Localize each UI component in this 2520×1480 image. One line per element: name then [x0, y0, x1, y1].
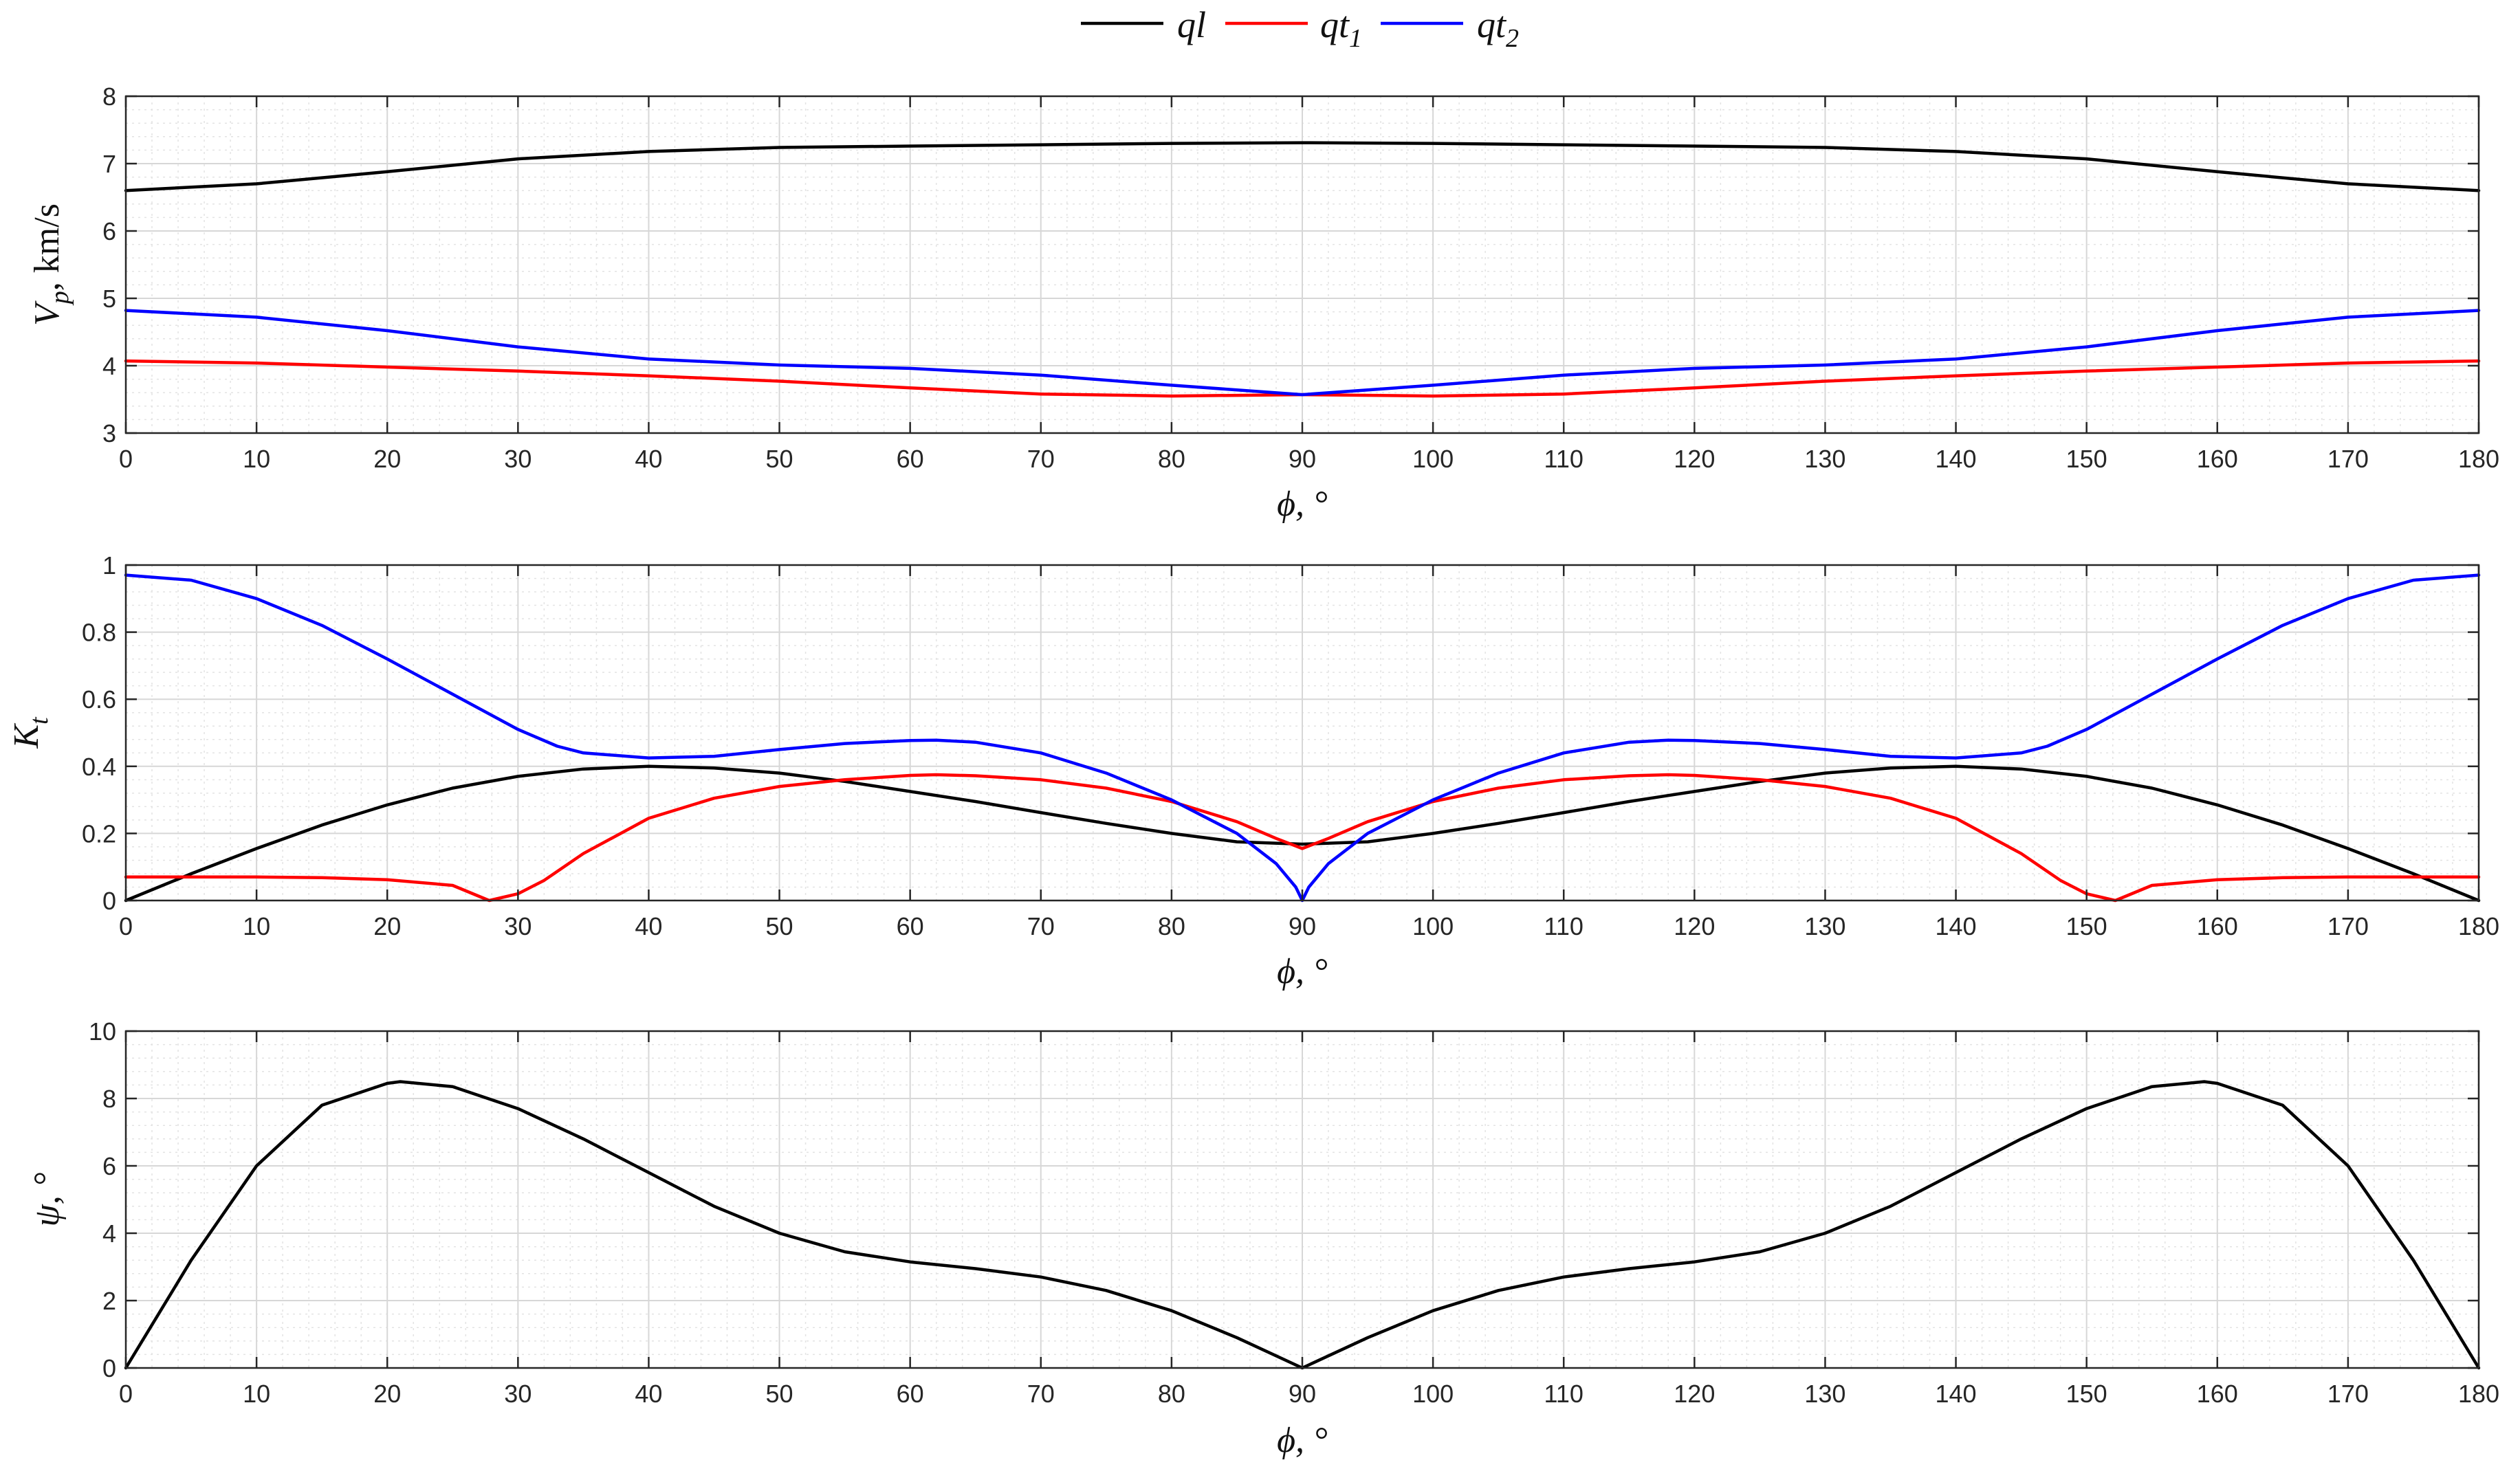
y-axis-label: ψ, °: [28, 1172, 67, 1226]
x-tick-label: 180: [2458, 1380, 2499, 1408]
series-line-qt1: [124, 773, 2481, 903]
x-tick-label: 30: [504, 1380, 532, 1408]
x-tick-label: 110: [1544, 912, 1584, 940]
y-tick-label: 1: [102, 551, 116, 579]
psi-panel: 0 10 20 30 40 50 60 70 80 90 100 110 120 130 140 150 160…: [28, 1017, 2499, 1460]
x-tick-label: 30: [504, 912, 532, 940]
y-tick-label: 6: [102, 1152, 116, 1180]
x-tick-label: 110: [1544, 445, 1584, 473]
y-tick-label: 0: [102, 887, 116, 915]
x-tick-label: 10: [243, 445, 270, 473]
y-tick-label: 6: [102, 217, 116, 245]
x-tick-label: 70: [1027, 912, 1055, 940]
y-tick-label: 2: [102, 1287, 116, 1315]
x-tick-label: 120: [1674, 912, 1715, 940]
x-tick-label: 170: [2327, 1380, 2369, 1408]
legend-label-qt2: qt2: [1477, 4, 1519, 53]
x-tick-label: 10: [243, 912, 270, 940]
x-tick-label: 60: [897, 445, 924, 473]
x-tick-label: 40: [635, 445, 662, 473]
major-grid: [125, 1030, 2479, 1369]
y-tick-label: 8: [102, 82, 116, 111]
y-tick-label: 8: [102, 1085, 116, 1113]
y-tick-label: 0.6: [82, 685, 116, 714]
chart-legend: ql qt1 qt2: [1081, 4, 1519, 53]
x-tick-label: 70: [1027, 445, 1055, 473]
x-tick-label: 140: [1936, 1380, 1977, 1408]
x-tick-label: 100: [1412, 445, 1454, 473]
legend-label-ql: ql: [1177, 4, 1206, 45]
x-tick-label: 100: [1412, 1380, 1454, 1408]
x-tick-label: 130: [1804, 1380, 1845, 1408]
y-tick-label: 0.2: [82, 819, 116, 848]
x-tick-label: 180: [2458, 912, 2499, 940]
x-tick-label: 120: [1674, 1380, 1715, 1408]
kt-panel: 0 10 20 30 40 50 60 70 80 90 100 110 120 130 140 150 160…: [7, 551, 2499, 991]
x-tick-label: 160: [2197, 912, 2238, 940]
x-tick-label: 160: [2197, 1380, 2238, 1408]
velocity-panel: 0 10 20 30 40 50 60 70 80 90 100 110 120 130 140 150 160…: [28, 82, 2499, 524]
x-tick-label: 180: [2458, 445, 2499, 473]
x-tick-label: 50: [766, 912, 793, 940]
x-tick-label: 90: [1289, 445, 1316, 473]
x-tick-label: 30: [504, 445, 532, 473]
x-tick-label: 80: [1158, 1380, 1185, 1408]
x-tick-label: 80: [1158, 912, 1185, 940]
y-tick-label: 4: [102, 352, 116, 380]
x-tick-label: 90: [1289, 1380, 1316, 1408]
x-tick-label: 130: [1804, 445, 1845, 473]
x-tick-label: 150: [2066, 445, 2107, 473]
y-tick-label: 0: [102, 1354, 116, 1382]
y-tick-label: 4: [102, 1219, 116, 1248]
x-tick-label: 80: [1158, 445, 1185, 473]
x-tick-label: 60: [897, 1380, 924, 1408]
x-tick-label: 0: [119, 445, 133, 473]
x-tick-label: 20: [373, 1380, 401, 1408]
x-tick-label: 90: [1289, 912, 1316, 940]
x-tick-label: 10: [243, 1380, 270, 1408]
y-tick-label: 0.8: [82, 619, 116, 647]
y-axis-label: Vp, km/s: [28, 203, 74, 326]
x-tick-label: 50: [766, 445, 793, 473]
y-tick-label: 0.4: [82, 753, 116, 781]
x-tick-label: 0: [119, 912, 133, 940]
x-tick-label: 150: [2066, 1380, 2107, 1408]
x-tick-label: 110: [1544, 1380, 1584, 1408]
series-line-ql: [124, 764, 2481, 903]
x-tick-label: 70: [1027, 1380, 1055, 1408]
y-axis-label: Kt: [7, 716, 54, 749]
x-tick-label: 140: [1936, 912, 1977, 940]
x-tick-label: 100: [1412, 912, 1454, 940]
y-tick-label: 5: [102, 285, 116, 313]
x-tick-label: 0: [119, 1380, 133, 1408]
x-axis-label: ϕ, °: [1277, 485, 1328, 524]
major-grid: [125, 564, 2479, 901]
x-tick-label: 20: [373, 445, 401, 473]
x-tick-label: 150: [2066, 912, 2107, 940]
major-grid: [125, 96, 2479, 434]
x-tick-label: 160: [2197, 445, 2238, 473]
y-tick-label: 10: [89, 1017, 116, 1046]
series-line-qt2: [124, 309, 2481, 397]
x-tick-label: 60: [897, 912, 924, 940]
x-tick-label: 40: [635, 912, 662, 940]
x-axis-label: ϕ, °: [1277, 1421, 1328, 1460]
x-tick-label: 20: [373, 912, 401, 940]
y-tick-label: 7: [102, 150, 116, 178]
x-axis-label: ϕ, °: [1277, 952, 1328, 991]
x-tick-label: 140: [1936, 445, 1977, 473]
x-tick-label: 50: [766, 1380, 793, 1408]
x-tick-label: 40: [635, 1380, 662, 1408]
y-tick-label: 3: [102, 419, 116, 448]
x-tick-label: 170: [2327, 445, 2369, 473]
legend-label-qt1: qt1: [1320, 4, 1362, 53]
series-line-ql: [124, 141, 2481, 192]
x-tick-label: 170: [2327, 912, 2369, 940]
x-tick-label: 130: [1804, 912, 1845, 940]
x-tick-label: 120: [1674, 445, 1715, 473]
